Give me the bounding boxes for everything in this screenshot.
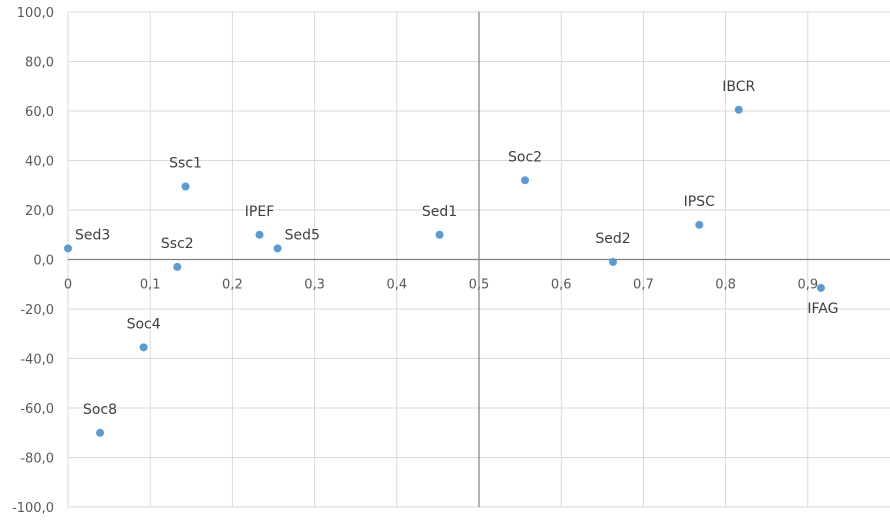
data-point-sed1 [436,231,444,239]
y-tick-label: 20,0 [25,204,54,219]
y-tick-labels: 100,0 80,0 60,0 40,0 20,0 0,0 -20,0 -40,0 -60,0 -… [12,6,54,515]
data-point-ssc1 [182,182,190,190]
data-label-ipef: IPEF [245,204,274,220]
data-label-ifag: IFAG [807,301,838,317]
data-label-sed3: Sed3 [75,227,110,243]
data-label-ssc1: Ssc1 [169,155,202,171]
data-point-ibcr [735,106,743,114]
y-tick-label: 100,0 [17,6,54,21]
y-tick-label: 40,0 [25,155,54,170]
x-tick-label: 0,4 [386,278,407,293]
data-label-soc4: Soc4 [127,316,161,332]
data-point-ssc2 [173,263,181,271]
x-tick-label: 0,2 [222,278,243,293]
x-tick-label: 0,8 [715,278,736,293]
x-tick-label: 0,1 [140,278,161,293]
data-label-ssc2: Ssc2 [161,236,194,252]
data-point-soc4 [140,343,148,351]
data-point-sed3 [64,244,72,252]
y-tick-label: -100,0 [12,501,54,515]
y-tick-label: -40,0 [20,353,54,368]
y-tick-label: -60,0 [20,402,54,417]
data-label-soc8: Soc8 [83,402,117,418]
x-tick-label: 0,6 [551,278,572,293]
data-label-sed1: Sed1 [422,204,457,220]
y-tick-label: -80,0 [20,452,54,467]
data-labels: Sed3 Ssc1 Ssc2 Soc4 Soc8 IPEF Sed5 Sed1 Soc2 Sed2… [75,79,838,418]
x-tick-label: 0 [64,278,72,293]
reference-lines [68,12,890,507]
data-label-sed5: Sed5 [285,227,320,243]
x-tick-label: 0,3 [304,278,325,293]
x-tick-label: 0,5 [469,278,490,293]
x-tick-labels: 0 0,1 0,2 0,3 0,4 0,5 0,6 0,7 0,8 0,9 [64,278,818,293]
data-point-soc2 [521,176,529,184]
data-label-soc2: Soc2 [508,149,542,165]
y-tick-label: -20,0 [20,303,54,318]
x-tick-label: 0,7 [633,278,654,293]
data-label-sed2: Sed2 [595,231,630,247]
y-tick-label: 0,0 [33,254,54,269]
data-point-soc8 [96,429,104,437]
y-tick-label: 80,0 [25,56,54,71]
y-tick-label: 60,0 [25,105,54,120]
data-label-ibcr: IBCR [722,79,755,95]
x-tick-label: 0,9 [797,278,818,293]
data-label-ipsc: IPSC [684,194,715,210]
data-point-ifag [817,284,825,292]
data-point-sed2 [609,258,617,266]
data-point-sed5 [274,244,282,252]
data-point-ipef [256,231,264,239]
data-point-ipsc [695,221,703,229]
